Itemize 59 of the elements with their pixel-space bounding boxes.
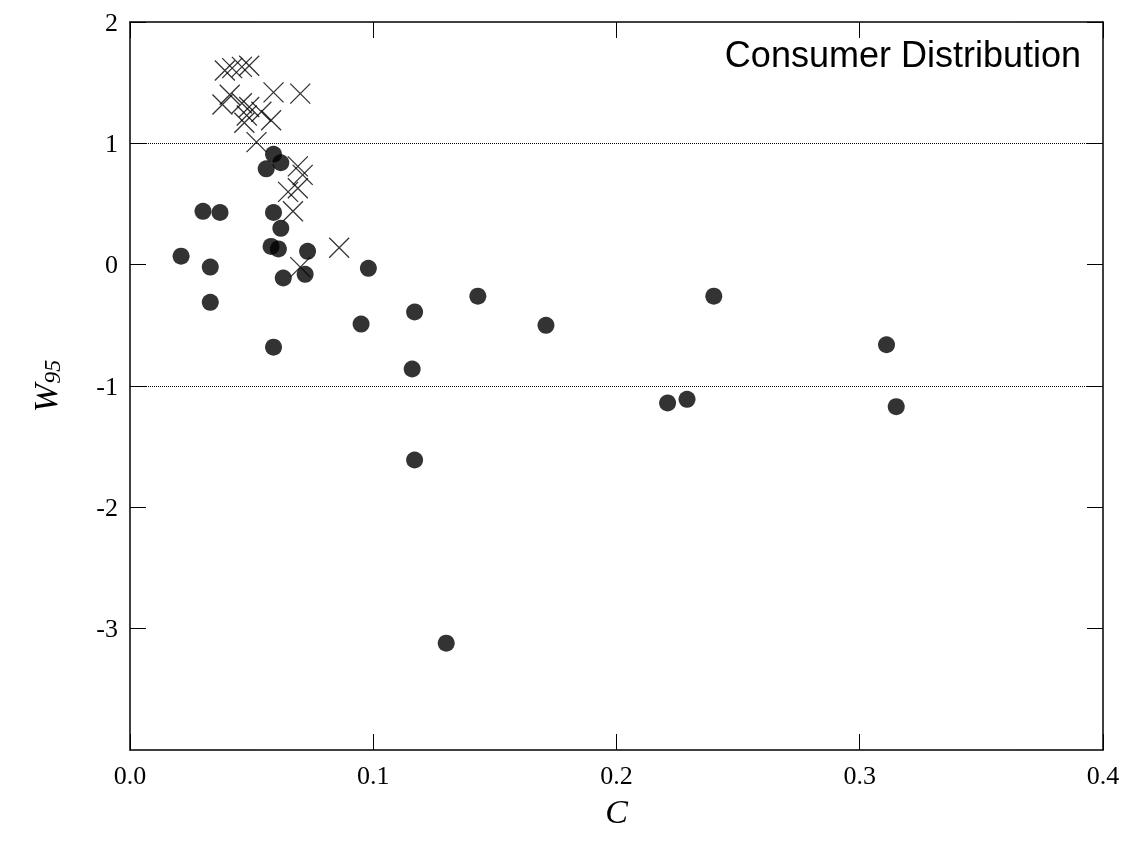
x-tick-label: 0.3 <box>843 760 876 790</box>
point <box>231 56 253 78</box>
point <box>265 204 283 221</box>
y-tick-label: 1 <box>105 128 118 158</box>
point <box>238 55 260 77</box>
y-tick-label: 2 <box>105 7 118 37</box>
point <box>469 287 487 305</box>
point <box>211 204 229 221</box>
point <box>537 316 555 334</box>
point <box>282 200 304 222</box>
point <box>299 242 317 260</box>
point <box>274 269 292 287</box>
point <box>289 82 311 105</box>
point <box>194 202 212 220</box>
point <box>214 59 236 82</box>
point <box>257 160 275 178</box>
point <box>211 93 234 116</box>
point <box>172 247 190 265</box>
point <box>289 256 311 278</box>
point <box>265 338 283 356</box>
x-tick-label: 0.4 <box>1086 760 1120 790</box>
point <box>245 131 268 153</box>
x-tick-label: 0.0 <box>113 760 147 790</box>
point <box>262 81 285 104</box>
point <box>272 219 290 237</box>
point <box>201 258 219 276</box>
point <box>359 259 377 277</box>
point <box>236 104 258 127</box>
point <box>352 315 370 333</box>
point <box>296 265 314 283</box>
point <box>277 181 299 203</box>
point <box>403 360 421 378</box>
point <box>292 164 314 186</box>
x-tick-label: 0.2 <box>600 760 633 790</box>
y-tick-label: -3 <box>96 614 118 644</box>
y-axis-title: W95 <box>26 359 65 413</box>
point <box>878 336 896 354</box>
point <box>705 287 723 305</box>
point <box>659 394 677 412</box>
point <box>260 109 282 131</box>
point <box>328 237 350 259</box>
point <box>219 84 241 106</box>
annotation: Consumer Distribution <box>724 33 1082 75</box>
point <box>238 96 260 118</box>
point <box>678 390 696 408</box>
x-tick-label: 0.1 <box>357 760 390 790</box>
point <box>250 101 273 123</box>
point <box>269 240 287 258</box>
point <box>272 154 290 172</box>
y-tick-label: 0 <box>105 250 118 280</box>
y-tick-label: -2 <box>96 492 118 522</box>
point <box>406 303 424 321</box>
point <box>221 57 243 79</box>
point <box>406 451 424 469</box>
x-axis-title: C <box>605 792 629 830</box>
point <box>437 634 455 652</box>
point <box>887 398 905 416</box>
y-tick-label: -1 <box>96 371 118 401</box>
point <box>201 293 219 311</box>
